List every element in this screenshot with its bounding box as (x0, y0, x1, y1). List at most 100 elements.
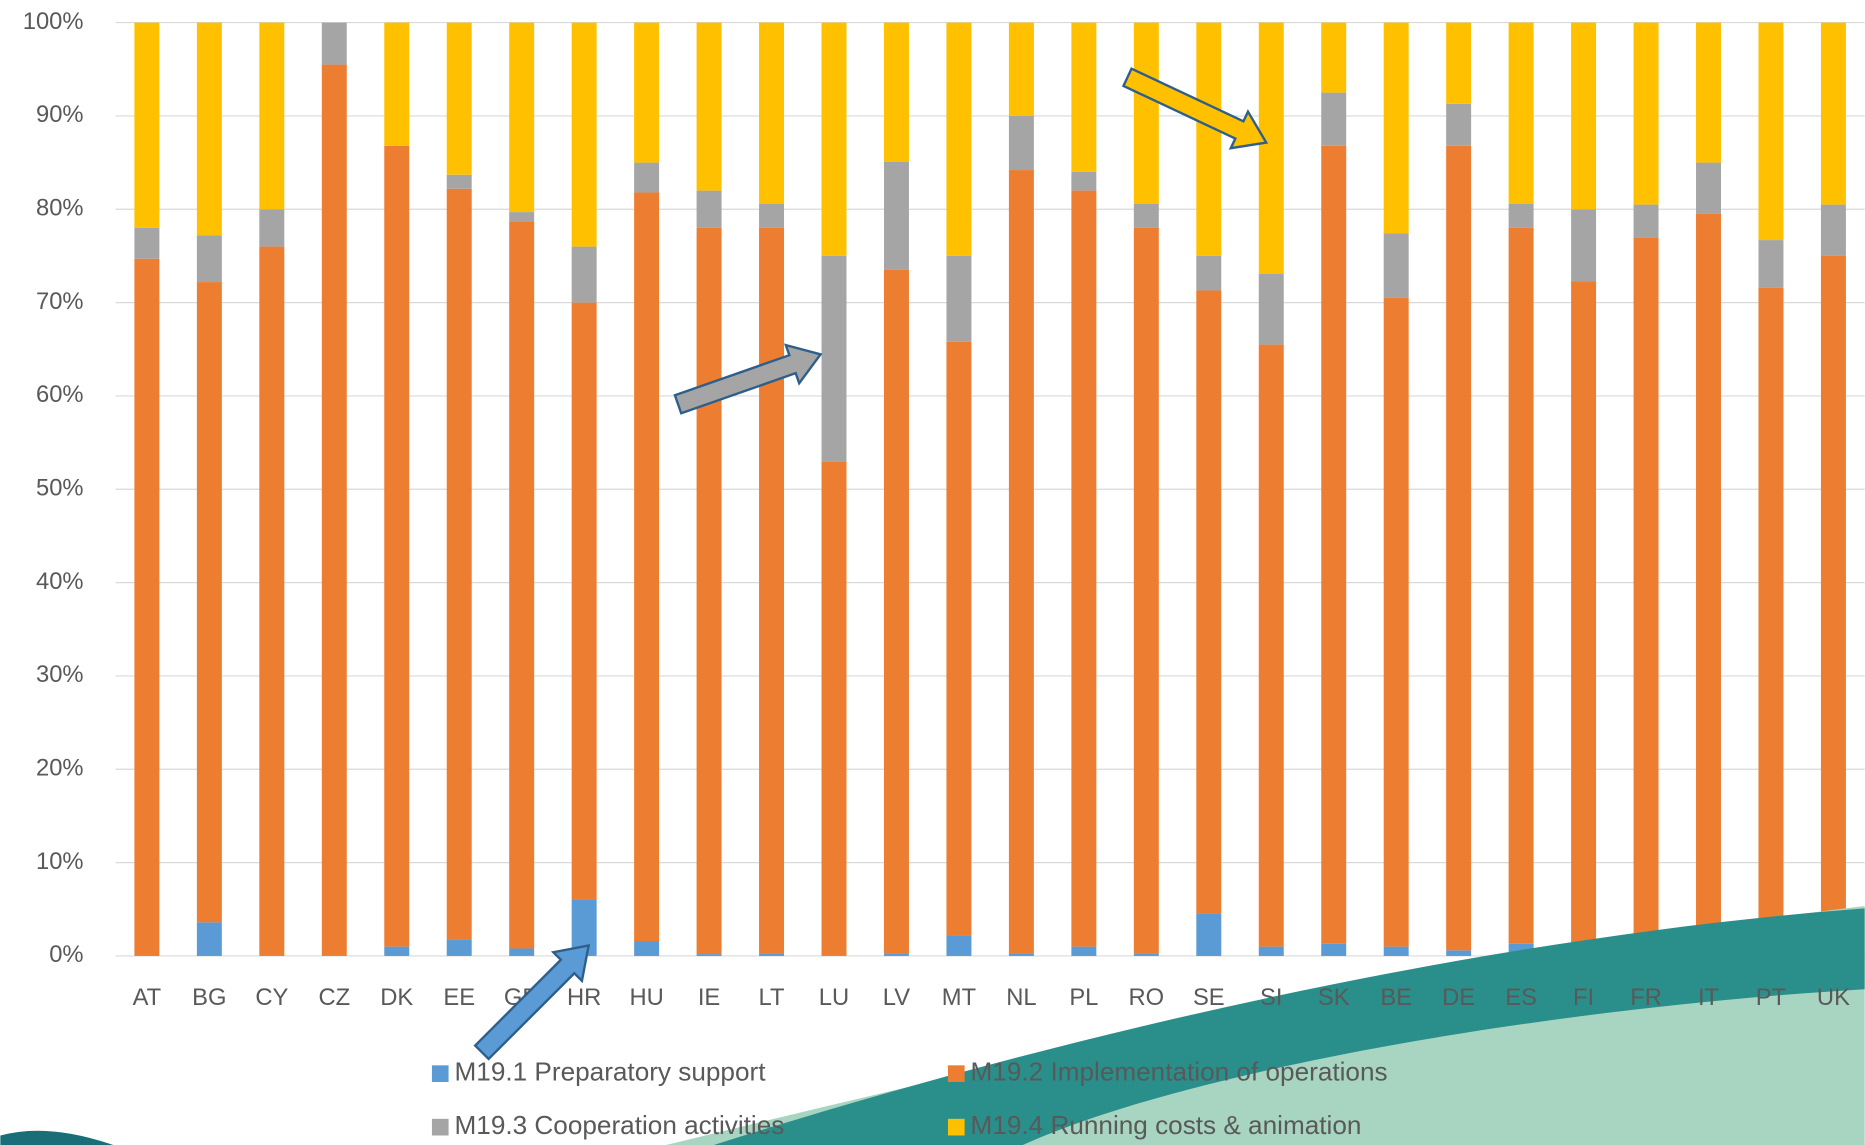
bar-segment (1321, 22, 1347, 93)
legend-swatch (947, 1065, 965, 1082)
bar-segment (946, 341, 972, 936)
bar-segment (696, 22, 722, 191)
bar-segment (759, 22, 785, 204)
bar-segment (1258, 273, 1284, 345)
bar-segment (1633, 237, 1659, 947)
bar-segment (196, 922, 222, 956)
x-tick-label: DE (1442, 984, 1475, 1011)
bar-segment (1446, 22, 1472, 104)
y-tick-label: 0% (49, 941, 83, 968)
bar-segment (259, 22, 285, 210)
x-tick-label: CY (255, 984, 288, 1011)
bar-segment (1758, 240, 1784, 288)
x-tick-label: FI (1573, 984, 1594, 1011)
arrows (473, 67, 1269, 1061)
x-tick-label: UK (1817, 984, 1850, 1011)
bar-segment (696, 190, 722, 228)
bar-segment (134, 258, 160, 956)
arrow (473, 943, 591, 1061)
legend-swatch (431, 1065, 449, 1082)
x-tick-label: NL (1006, 984, 1036, 1011)
legend-label: M19.1 Preparatory support (455, 1057, 767, 1087)
bar-segment (1196, 255, 1222, 291)
bar-segment (946, 255, 972, 342)
y-tick-label: 50% (36, 475, 84, 502)
x-tick-label: PL (1069, 984, 1098, 1011)
bar-segment (1258, 22, 1284, 274)
bar-segment (1571, 281, 1597, 956)
bar-segment (1258, 946, 1284, 956)
bar-segment (196, 282, 222, 923)
y-tick-label: 90% (36, 101, 84, 128)
x-tick-label: AT (133, 984, 162, 1011)
bar-segment (1820, 204, 1846, 256)
bar-segment (634, 941, 660, 956)
swoosh-dark (713, 908, 1865, 1145)
x-tick-label: HR (567, 984, 601, 1011)
x-tick-label: BE (1380, 984, 1412, 1011)
bar-segment (446, 174, 472, 189)
x-tick-label: PT (1756, 984, 1786, 1011)
bar-segment (1820, 22, 1846, 205)
bar-segment (1508, 22, 1534, 204)
bar-segment (1071, 171, 1097, 191)
bar-segment (696, 227, 722, 955)
bar-segment (883, 161, 909, 270)
bar-segment (1696, 162, 1721, 214)
bar-segment (1383, 297, 1409, 947)
bar-segment (509, 212, 535, 222)
x-tick-label: LU (819, 984, 849, 1011)
bar-segment (1383, 946, 1409, 956)
bar-segment (1383, 22, 1409, 234)
y-tick-label: 70% (36, 288, 84, 315)
bar-segment (1133, 22, 1159, 204)
bar-segment (1196, 22, 1222, 256)
bar-segment (321, 64, 347, 956)
x-tick-label: HU (629, 984, 663, 1011)
bar-segment (1696, 213, 1721, 947)
bar-segment (696, 954, 722, 956)
bar-segment (1446, 145, 1472, 951)
y-tick-label: 100% (23, 8, 84, 35)
bar-segment (1196, 290, 1222, 914)
bar-segment (1696, 22, 1721, 163)
bar-segment (821, 22, 847, 256)
x-tick-label: BG (192, 984, 226, 1011)
bar-segment (571, 302, 597, 900)
bar-segment (1758, 22, 1784, 241)
bar-segment (1133, 203, 1159, 228)
arrow (1121, 67, 1269, 150)
x-tick-label: SE (1193, 984, 1225, 1011)
bar-segment (259, 246, 285, 956)
bar-segment (1383, 233, 1409, 298)
bar-segment (196, 22, 222, 236)
bar-segment (1758, 287, 1784, 947)
x-tick-label: ES (1505, 984, 1537, 1011)
bar-segment (1008, 170, 1034, 954)
bar-segment (634, 162, 660, 193)
bar-segment (1133, 953, 1159, 956)
legend-label: M19.2 Implementation of operations (971, 1057, 1388, 1087)
bar-segment (883, 22, 909, 162)
x-tick-label: SI (1260, 984, 1282, 1011)
bar-segment (259, 209, 285, 247)
bar-segment (1008, 953, 1034, 956)
bar-segment (446, 939, 472, 956)
bar-segment (1446, 950, 1472, 956)
bar-segment (509, 948, 535, 956)
y-tick-label: 80% (36, 195, 84, 222)
bar-segment (946, 935, 972, 956)
y-tick-label: 60% (36, 381, 84, 408)
legend-label: M19.3 Cooperation activities (455, 1110, 785, 1140)
bar-segment (1508, 227, 1534, 944)
x-tick-label: SK (1318, 984, 1350, 1011)
bar-segment (634, 192, 660, 942)
bar-segment (883, 269, 909, 954)
y-tick-label: 30% (36, 661, 84, 688)
bar-segment (571, 22, 597, 247)
bar-segment (1196, 913, 1222, 956)
legend-swatch (947, 1118, 965, 1136)
x-tick-label: FR (1630, 984, 1662, 1011)
bar-segment (1508, 203, 1534, 228)
